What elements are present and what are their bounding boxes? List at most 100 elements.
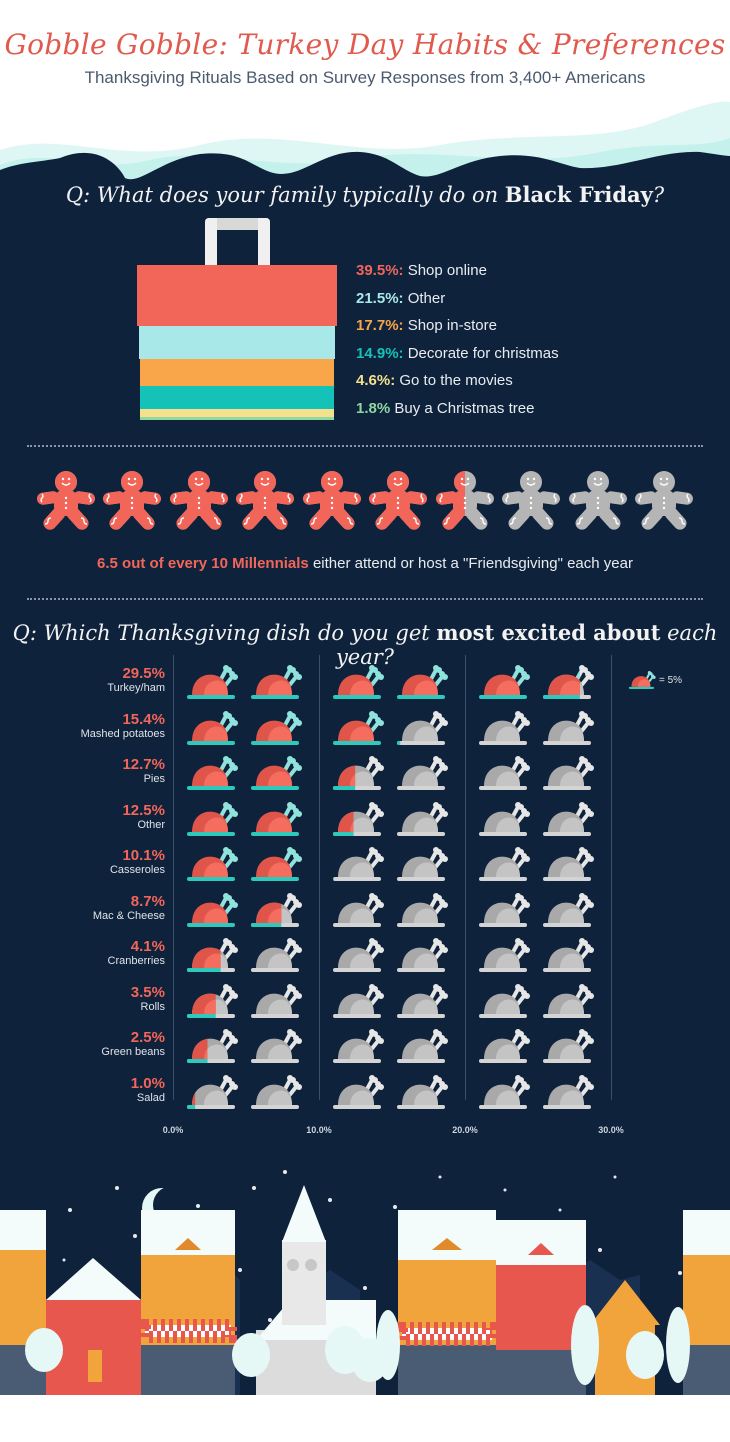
turkey-icon bbox=[478, 982, 530, 1020]
turkey-icon bbox=[332, 709, 384, 747]
turkey-icon bbox=[542, 891, 594, 929]
turkey-icon bbox=[250, 936, 302, 974]
black-friday-question: Q: What does your family typically do on… bbox=[65, 182, 665, 207]
turkey-icon bbox=[186, 663, 238, 701]
turkey-icon bbox=[250, 709, 302, 747]
friendsgiving-caption: 6.5 out of every 10 Millennials either a… bbox=[97, 555, 633, 572]
turkey-icon bbox=[186, 845, 238, 883]
turkey-icon bbox=[396, 709, 448, 747]
gingerbread-man-icon bbox=[301, 470, 363, 536]
turkey-icon bbox=[478, 709, 530, 747]
turkey-icon bbox=[186, 1073, 238, 1111]
turkey-icon bbox=[542, 709, 594, 747]
turkey-icon bbox=[628, 670, 656, 690]
gridline bbox=[319, 655, 320, 1100]
turkey-icon bbox=[332, 1027, 384, 1065]
turkey-icon bbox=[542, 800, 594, 838]
turkey-icon bbox=[542, 1027, 594, 1065]
category-label: 10.1% Casseroles bbox=[109, 847, 165, 876]
gingerbread-man-icon bbox=[168, 470, 230, 536]
house bbox=[496, 1220, 586, 1395]
turkey-icon bbox=[186, 709, 238, 747]
dishes-question: Q: Which Thanksgiving dish do you get mo… bbox=[12, 620, 718, 669]
legend-item: 1.8% Buy a Christmas tree bbox=[356, 399, 535, 417]
turkey-icon bbox=[542, 1073, 594, 1111]
bag-handle-icon bbox=[205, 218, 270, 268]
turkey-icon bbox=[542, 663, 594, 701]
black-friday-legend: 39.5%: Shop online 21.5%: Other 17.7%: S… bbox=[356, 262, 559, 427]
turkey-icon bbox=[396, 845, 448, 883]
turkey-icon bbox=[250, 1073, 302, 1111]
turkey-icon bbox=[478, 936, 530, 974]
turkey-icon bbox=[250, 663, 302, 701]
turkey-icon bbox=[186, 754, 238, 792]
snow-wave-decoration bbox=[0, 101, 730, 180]
category-label: 15.4% Mashed potatoes bbox=[80, 710, 165, 740]
category-label: 29.5% Turkey/ham bbox=[107, 665, 165, 694]
category-label: 4.1% Cranberries bbox=[107, 938, 165, 967]
gingerbread-man-icon bbox=[234, 470, 296, 536]
gingerbread-man-icon bbox=[434, 470, 496, 536]
legend-item: 14.9%: Decorate for christmas bbox=[356, 344, 559, 362]
turkey-icon bbox=[478, 663, 530, 701]
gingerbread-man-icon bbox=[633, 470, 695, 536]
turkey-icon bbox=[396, 663, 448, 701]
turkey-icon bbox=[478, 891, 530, 929]
category-label: 8.7% Mac & Cheese bbox=[92, 892, 165, 922]
turkey-icon bbox=[478, 1027, 530, 1065]
category-label: 1.0% Salad bbox=[130, 1074, 165, 1104]
turkey-icon bbox=[478, 754, 530, 792]
turkey-icon bbox=[396, 754, 448, 792]
turkey-icon bbox=[186, 982, 238, 1020]
x-tick: 0.0% bbox=[162, 1125, 184, 1135]
main-panel: Q: What does your family typically do on… bbox=[0, 160, 730, 1290]
turkey-icon bbox=[250, 754, 302, 792]
turkey-icon bbox=[332, 845, 384, 883]
header: Gobble Gobble: Turkey Day Habits & Prefe… bbox=[0, 0, 730, 160]
turkey-icon bbox=[332, 663, 384, 701]
x-tick: 10.0% bbox=[306, 1125, 332, 1135]
turkey-icon bbox=[332, 1073, 384, 1111]
gridline bbox=[611, 655, 612, 1100]
gingerbread-man-icon bbox=[101, 470, 163, 536]
x-tick: 20.0% bbox=[452, 1125, 478, 1135]
turkey-icon bbox=[250, 891, 302, 929]
turkey-icon bbox=[542, 936, 594, 974]
turkey-icon bbox=[186, 1027, 238, 1065]
turkey-icon bbox=[250, 1027, 302, 1065]
page-subtitle: Thanksgiving Rituals Based on Survey Res… bbox=[84, 68, 646, 87]
snowy-town-illustration bbox=[0, 1150, 730, 1430]
turkey-icon bbox=[396, 1073, 448, 1111]
house bbox=[396, 1210, 498, 1395]
turkey-icon bbox=[542, 754, 594, 792]
turkey-icon bbox=[332, 936, 384, 974]
turkey-icon bbox=[332, 982, 384, 1020]
turkey-icon bbox=[478, 845, 530, 883]
category-label: 12.7% Pies bbox=[122, 756, 165, 785]
shopping-bag-chart bbox=[137, 265, 337, 420]
legend-item: 39.5%: Shop online bbox=[356, 262, 487, 279]
category-label: 3.5% Rolls bbox=[130, 983, 165, 1013]
dotted-divider bbox=[27, 598, 703, 600]
turkey-icon bbox=[396, 982, 448, 1020]
turkey-icon bbox=[186, 891, 238, 929]
house bbox=[46, 1258, 141, 1395]
turkey-icon bbox=[332, 800, 384, 838]
turkey-icon bbox=[332, 754, 384, 792]
house bbox=[139, 1210, 237, 1395]
chart-key: = 5% bbox=[628, 670, 682, 690]
turkey-icon bbox=[396, 891, 448, 929]
dish-pictogram-chart: = 5% 0.0% 10.0% 20.0% 30.0% 29.5% Turkey/… bbox=[0, 655, 730, 1135]
gingerbread-man-icon bbox=[500, 470, 562, 536]
category-label: 2.5% Green beans bbox=[101, 1029, 165, 1058]
dotted-divider bbox=[27, 445, 703, 447]
legend-item: 17.7%: Shop in-store bbox=[356, 317, 497, 334]
turkey-icon bbox=[542, 845, 594, 883]
gingerbread-pictogram bbox=[35, 470, 695, 540]
snowy-trees bbox=[25, 1305, 690, 1385]
turkey-icon bbox=[478, 800, 530, 838]
category-label: 12.5% Other bbox=[122, 801, 165, 831]
legend-item: 21.5%: Other bbox=[356, 289, 446, 307]
gingerbread-man-icon bbox=[35, 470, 97, 536]
turkey-icon bbox=[186, 800, 238, 838]
